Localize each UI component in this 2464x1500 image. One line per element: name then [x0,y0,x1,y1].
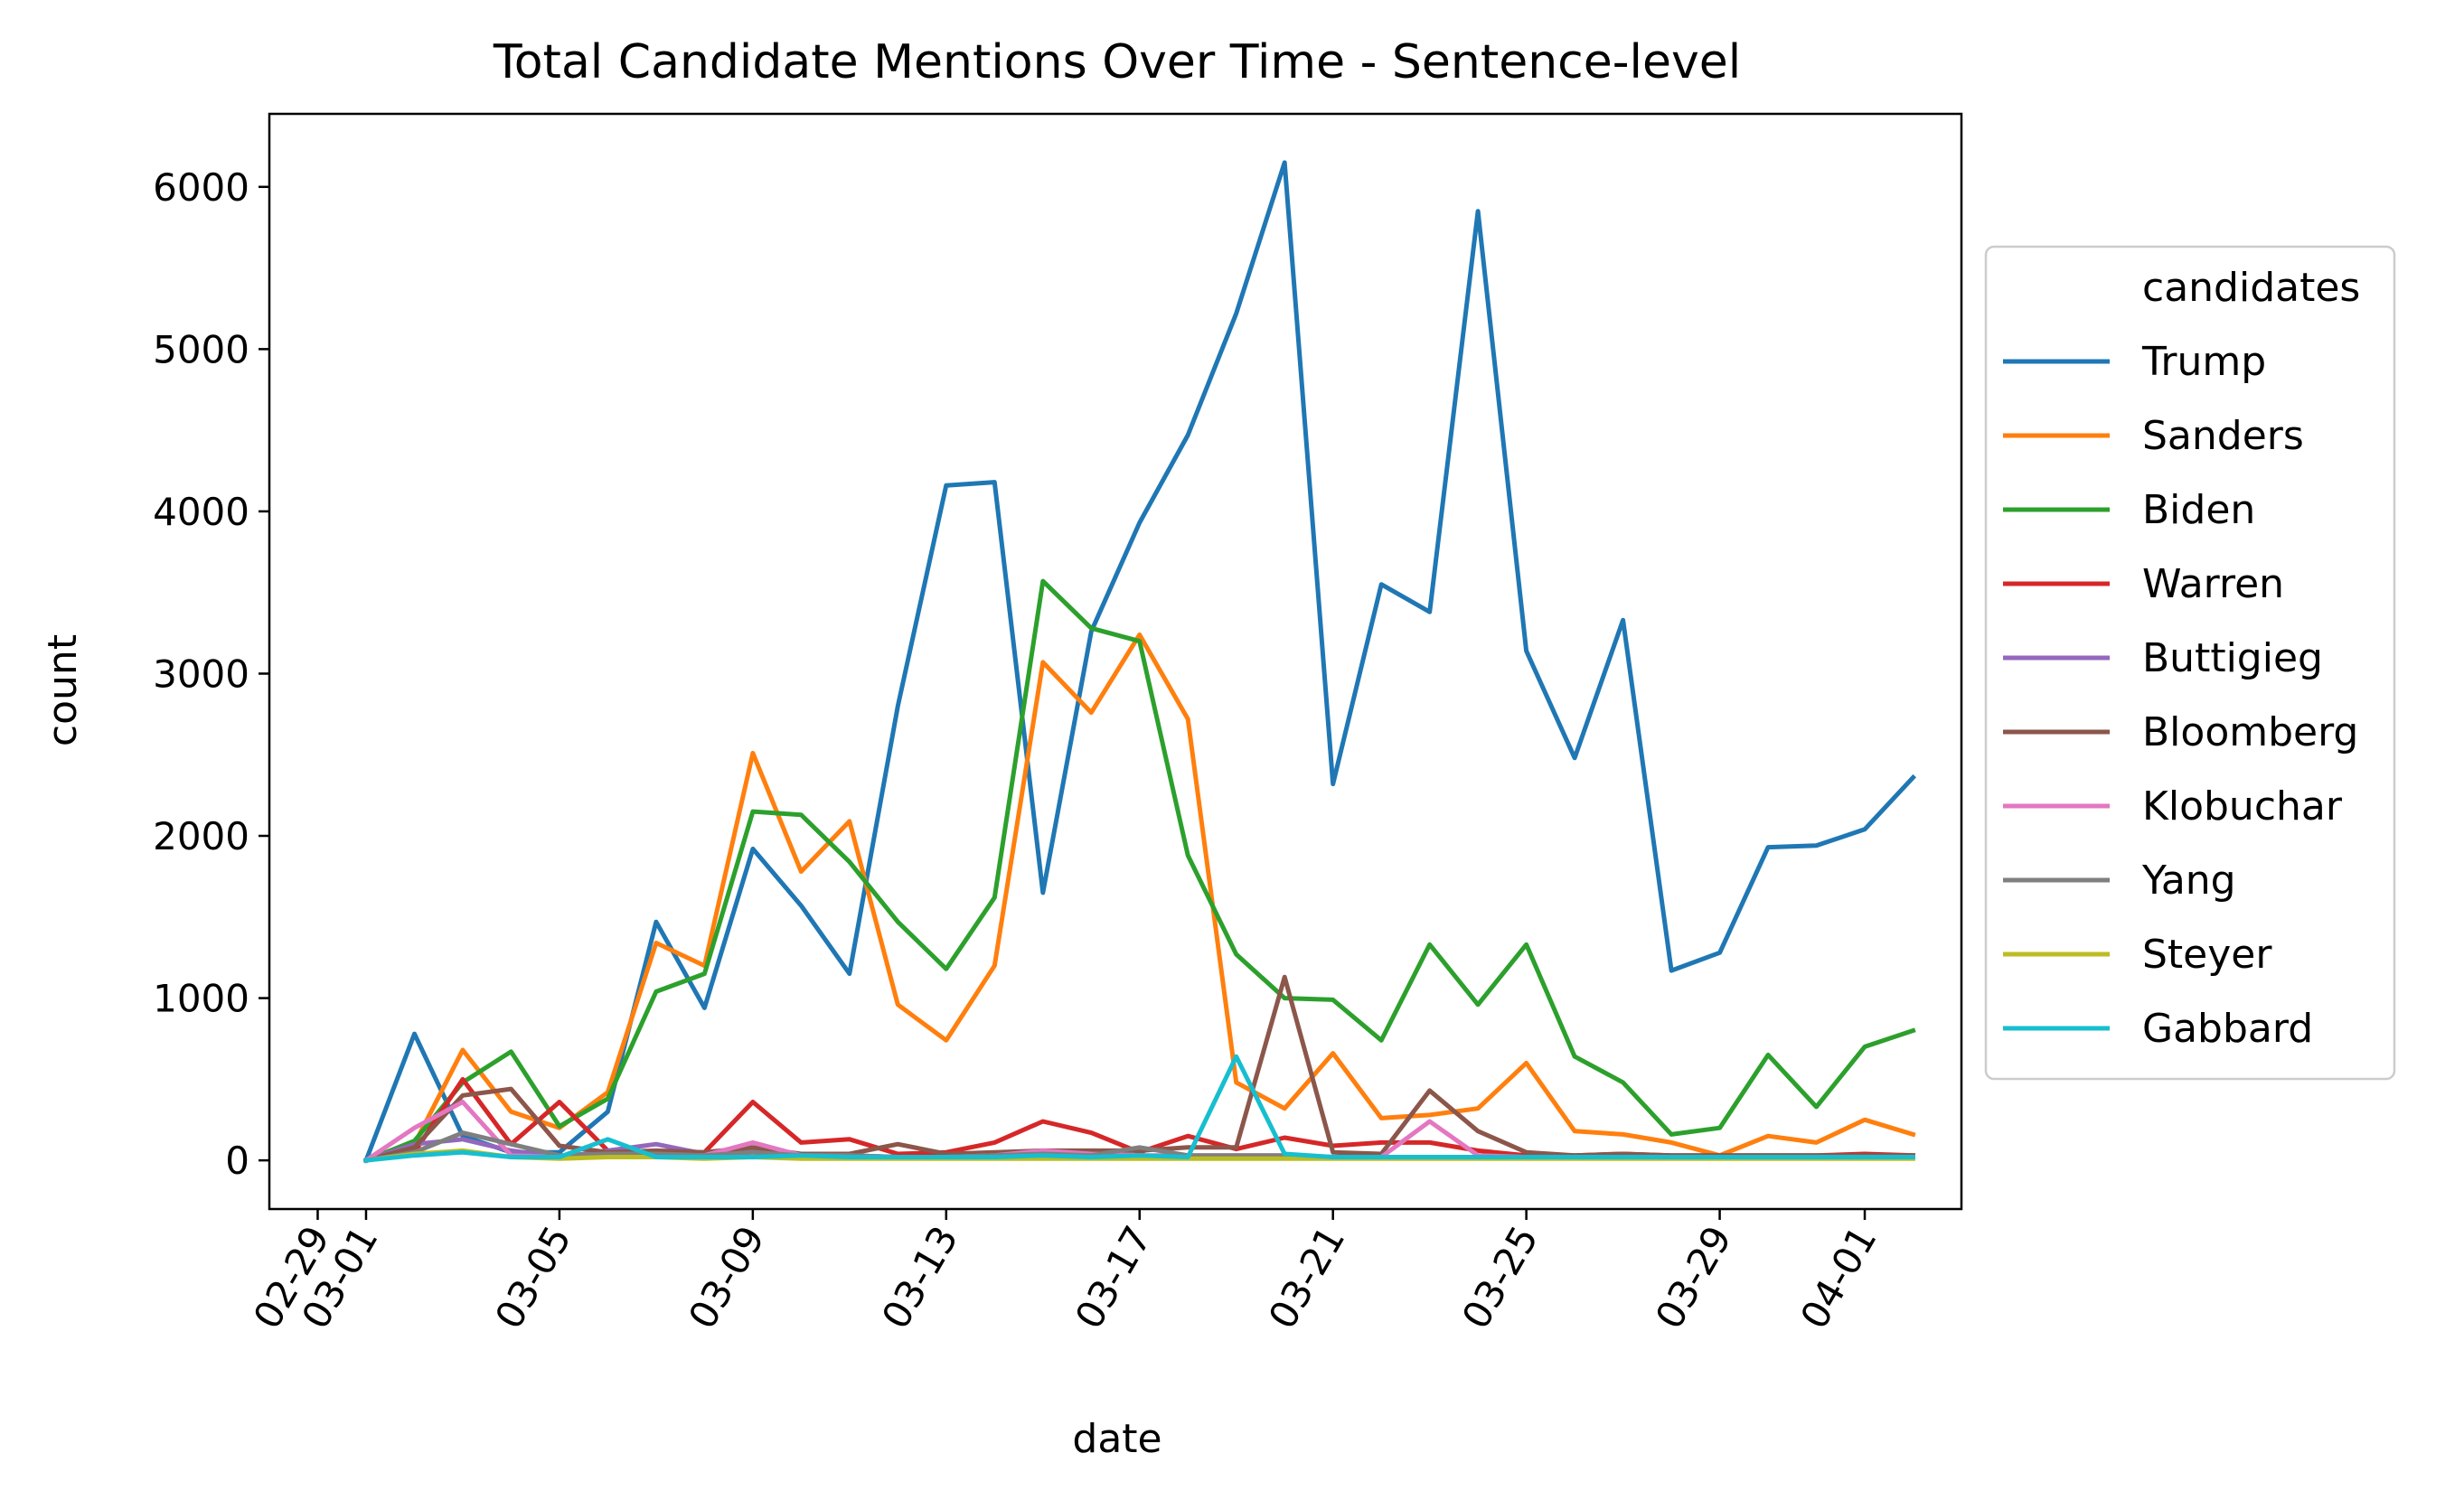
series-line-trump [362,160,1917,1164]
legend-label-bloomberg: Bloomberg [2142,709,2358,755]
legend-label-yang: Yang [2141,858,2236,904]
legend: candidates Trump Sanders Biden Warren Buttig… [1984,245,2396,1081]
series-line-gabbard [363,1054,1915,1163]
legend-box [1984,245,2396,1081]
x-tick-label: 03-17 [1067,1219,1160,1336]
legend-title: candidates [2142,265,2360,311]
y-tick-label: 1000 [153,977,249,1021]
legend-label-gabbard: Gabbard [2142,1006,2313,1052]
legend-label-trump: Trump [2141,339,2266,385]
x-tick-label: 03-13 [873,1219,966,1336]
x-tick-label: 03-25 [1453,1219,1547,1336]
legend-label-buttigieg: Buttigieg [2142,635,2323,681]
series-line-biden [362,578,1916,1164]
legend-label-sanders: Sanders [2142,413,2304,459]
y-axis-label: count [40,634,86,746]
legend-label-biden: Biden [2142,487,2255,533]
x-tick-label: 03-21 [1260,1219,1353,1336]
legend-label-klobuchar: Klobuchar [2142,783,2343,830]
x-tick-label: 03-05 [486,1219,579,1336]
x-axis-label: date [1072,1416,1161,1462]
y-tick-label: 5000 [153,327,249,371]
y-tick-label: 4000 [153,490,249,534]
x-tick-label: 03-09 [680,1219,773,1336]
legend-label-steyer: Steyer [2142,932,2272,978]
plot-frame [268,112,1963,1211]
chart-title: Total Candidate Mentions Over Time - Sen… [493,35,1741,89]
legend-items: Trump Sanders Biden Warren Buttigieg Bloomber… [2003,339,2358,1052]
x-tick-label: 04-01 [1792,1219,1885,1336]
series-line-sanders [362,632,1916,1164]
y-tick-label: 0 [225,1139,249,1183]
y-tick-label: 6000 [153,165,249,210]
y-tick-label: 2000 [153,814,249,858]
legend-label-warren: Warren [2142,561,2284,607]
y-axis: 0 1000 2000 3000 4000 5000 6000 [153,165,269,1183]
plot-area [362,160,1917,1164]
y-tick-label: 3000 [153,652,249,696]
x-tick-label: 03-29 [1647,1219,1740,1336]
